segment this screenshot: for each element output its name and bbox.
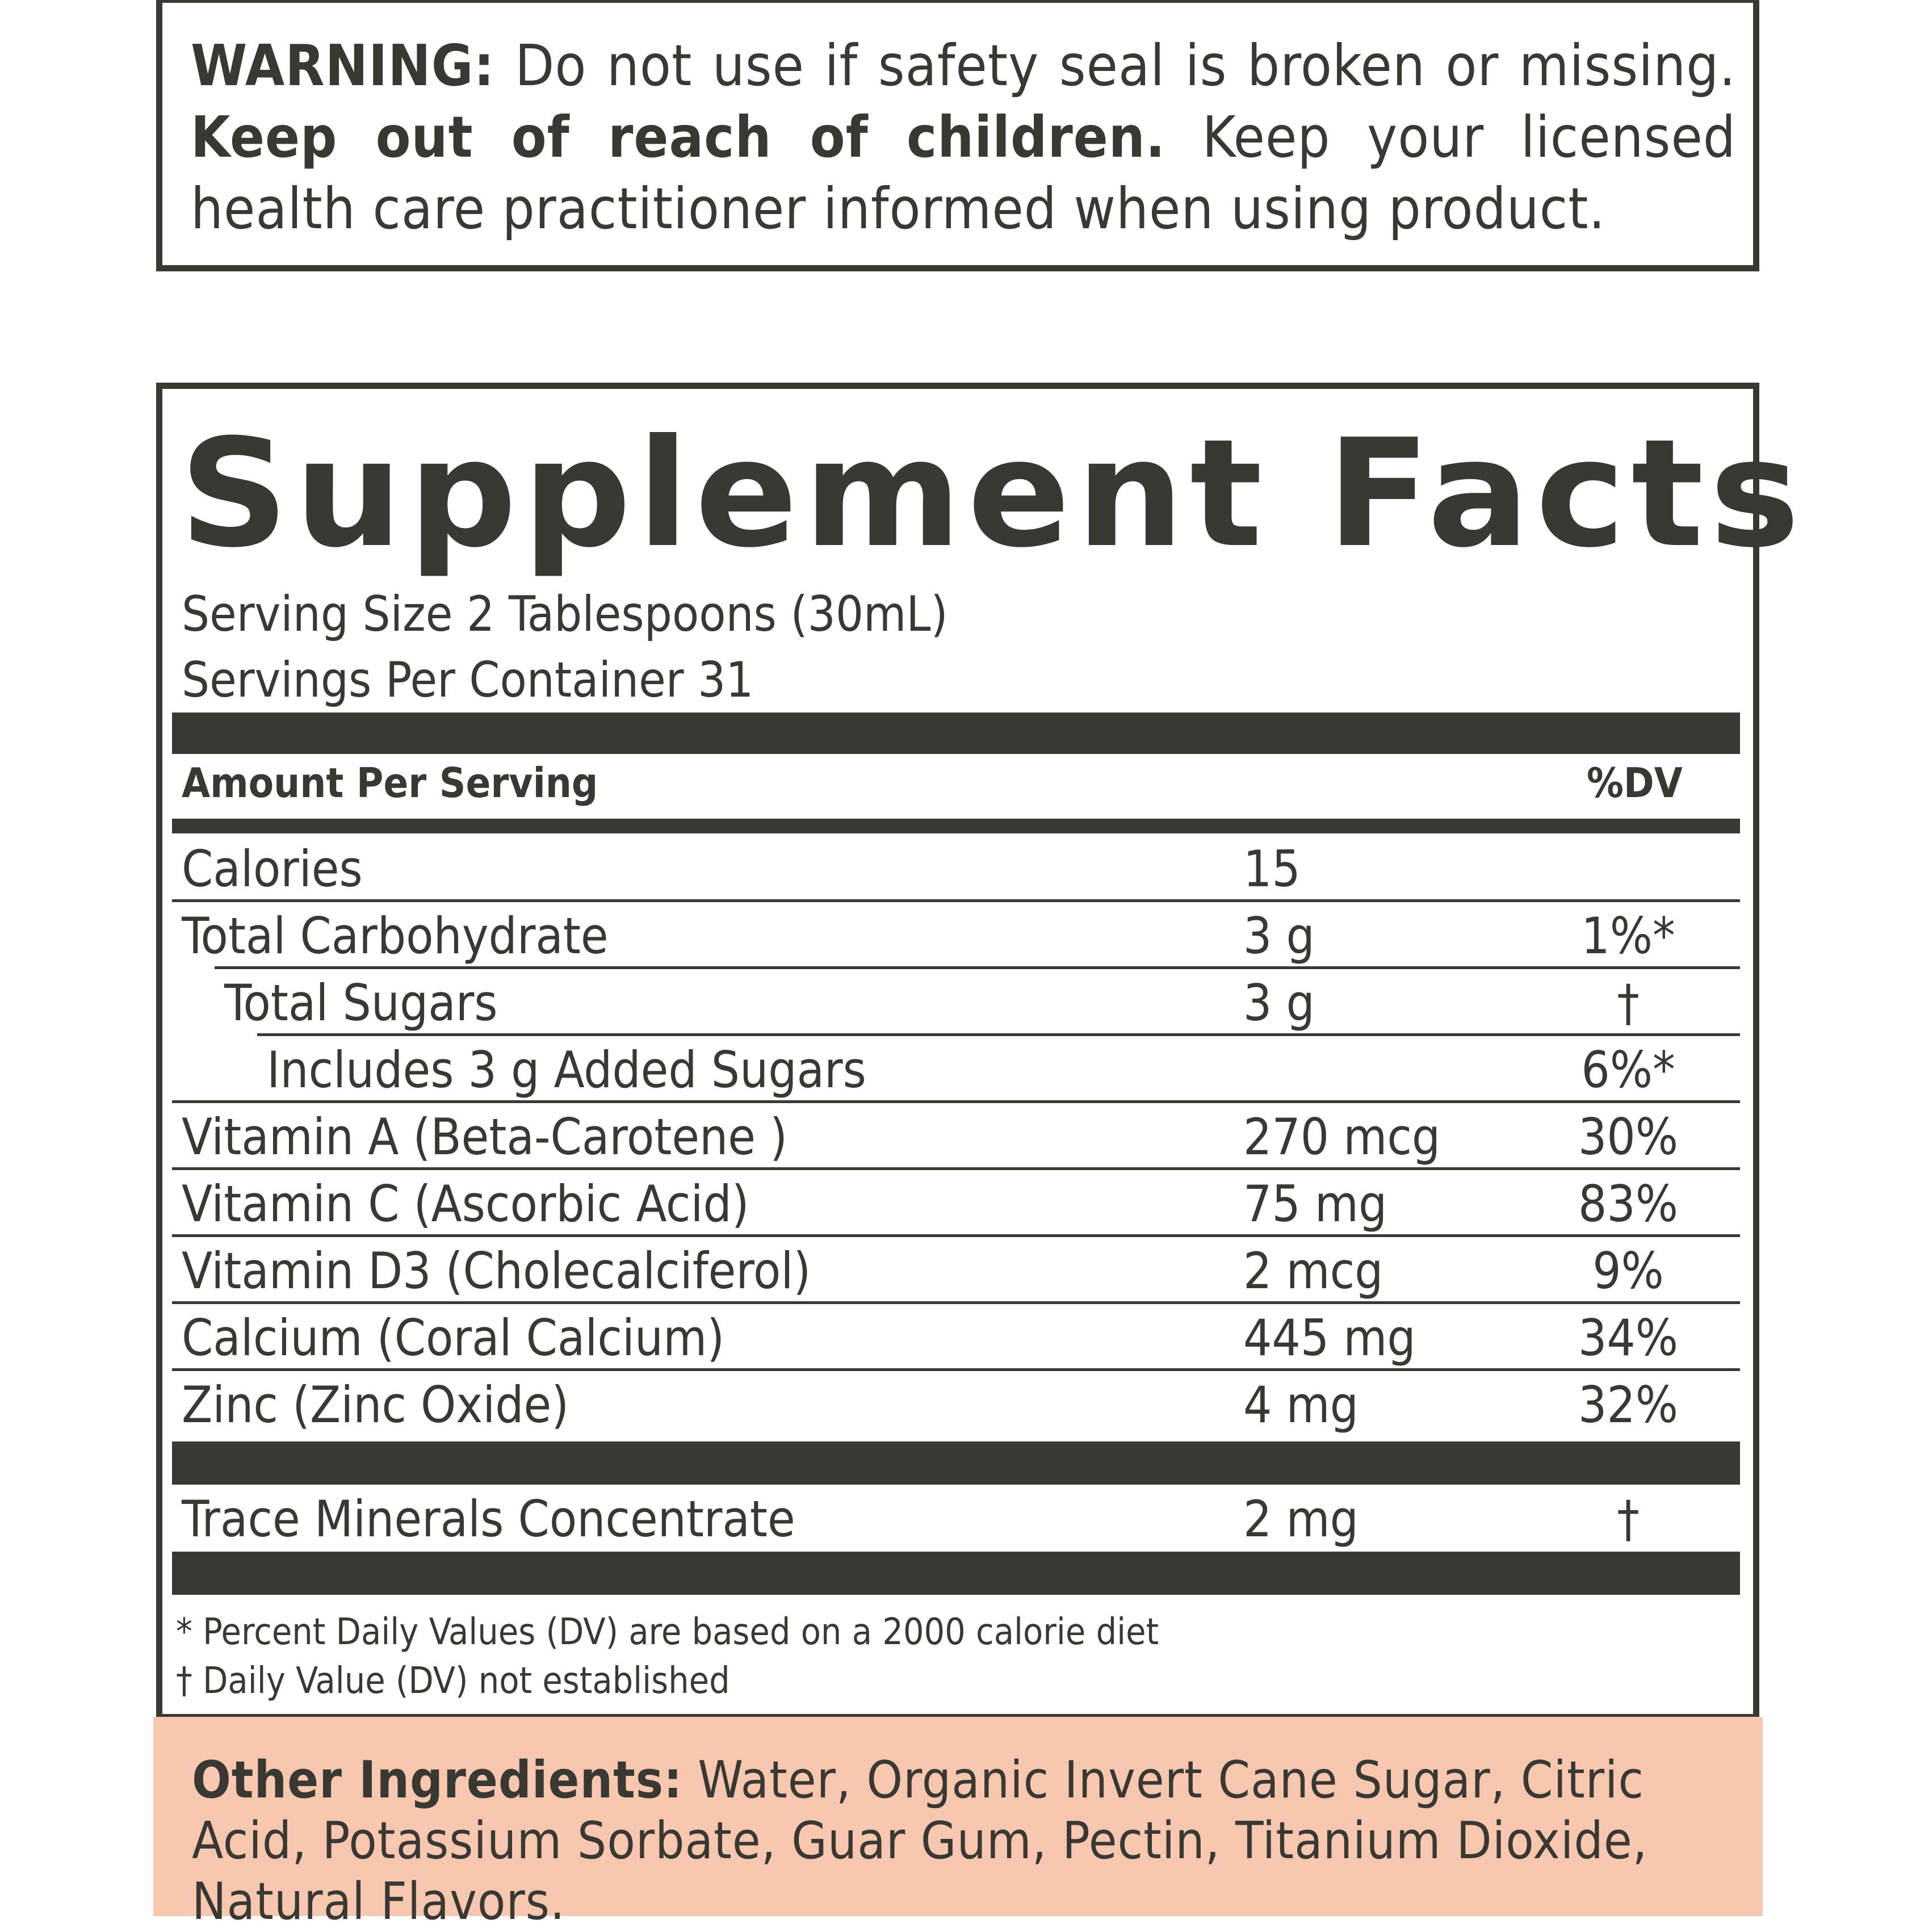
row-divider — [172, 1100, 1740, 1103]
footnote-dagger: † Daily Value (DV) not established — [176, 1660, 730, 1702]
nutrient-amount: 445 mg — [1243, 1309, 1416, 1367]
other-ingredients-text: Other Ingredients: Water, Organic Invert… — [192, 1750, 1725, 1932]
row-divider — [172, 1368, 1740, 1371]
nutrient-amount: 2 mg — [1243, 1490, 1359, 1548]
other-ingredients-list: Water, Organic Invert Cane Sugar, Citric… — [192, 1750, 1648, 1931]
supplement-facts-panel: Supplement Facts Serving Size 2 Tablespo… — [156, 383, 1800, 1720]
warning-children: Keep out of reach of children. — [191, 104, 1166, 170]
nutrient-name: Vitamin A (Beta-Carotene ) — [182, 1108, 788, 1166]
nutrient-amount: 75 mg — [1243, 1175, 1387, 1233]
nutrient-row: Vitamin D3 (Cholecalciferol) 2 mcg 9% — [172, 1237, 1740, 1304]
row-divider — [215, 966, 1740, 969]
nutrient-amount: 4 mg — [1243, 1376, 1359, 1434]
nutrient-name: Vitamin C (Ascorbic Acid) — [182, 1175, 749, 1233]
nutrient-dv: 30% — [1578, 1108, 1678, 1166]
nutrient-amount: 2 mcg — [1243, 1242, 1383, 1300]
nutrient-name: Calories — [182, 840, 363, 898]
warning-text-1: Do not use if safety seal is broken or m… — [494, 32, 1736, 99]
row-divider — [172, 1234, 1740, 1237]
nutrient-name: Zinc (Zinc Oxide) — [182, 1376, 569, 1434]
medium-divider — [172, 819, 1740, 833]
nutrient-row: Total Carbohydrate 3 g 1%* — [172, 902, 1740, 969]
row-divider — [257, 1033, 1740, 1036]
amount-header: Amount Per Serving — [182, 759, 598, 807]
nutrient-amount: 3 g — [1243, 974, 1315, 1032]
thick-divider — [172, 1552, 1740, 1595]
nutrient-amount: 3 g — [1243, 907, 1315, 965]
dv-header: %DV — [1587, 759, 1683, 807]
row-divider — [172, 1301, 1740, 1304]
serving-size: Serving Size 2 Tablespoons (30mL) — [182, 586, 948, 643]
nutrient-dv: 6%* — [1581, 1041, 1675, 1099]
nutrient-name: Includes 3 g Added Sugars — [267, 1041, 866, 1099]
warning-label: WARNING: — [191, 32, 495, 99]
nutrient-row: Calcium (Coral Calcium) 445 mg 34% — [172, 1304, 1740, 1371]
nutrient-dv: 1%* — [1581, 907, 1675, 965]
row-divider — [172, 899, 1740, 902]
thick-divider — [172, 713, 1740, 754]
thick-divider — [172, 1441, 1740, 1485]
nutrient-dv: † — [1617, 974, 1640, 1032]
nutrient-dv: † — [1617, 1490, 1640, 1548]
nutrient-name: Vitamin D3 (Cholecalciferol) — [182, 1242, 811, 1300]
nutrient-row: Includes 3 g Added Sugars 6%* — [172, 1036, 1740, 1103]
nutrient-dv: 83% — [1578, 1175, 1678, 1233]
nutrient-dv: 32% — [1578, 1376, 1678, 1434]
servings-per-container: Servings Per Container 31 — [182, 652, 754, 709]
other-ingredients-label: Other Ingredients: — [192, 1750, 683, 1810]
nutrient-row: Vitamin A (Beta-Carotene ) 270 mcg 30% — [172, 1103, 1740, 1170]
nutrient-name: Total Carbohydrate — [182, 907, 609, 965]
warning-text-2: Keep your licensed health care practitio… — [191, 104, 1736, 242]
nutrient-name: Trace Minerals Concentrate — [182, 1490, 795, 1548]
nutrient-row: Total Sugars 3 g † — [172, 969, 1740, 1036]
nutrient-dv: 9% — [1592, 1242, 1664, 1300]
nutrient-name: Total Sugars — [224, 974, 498, 1032]
nutrient-row: Zinc (Zinc Oxide) 4 mg 32% — [172, 1371, 1740, 1438]
warning-box: WARNING: Do not use if safety seal is br… — [156, 0, 1759, 271]
nutrient-amount: 270 mcg — [1243, 1108, 1441, 1166]
other-ingredients-section: Other Ingredients: Water, Organic Invert… — [153, 1717, 1763, 1931]
row-divider — [172, 1167, 1740, 1170]
nutrient-amount: 15 — [1243, 840, 1301, 898]
nutrient-dv: 34% — [1578, 1309, 1678, 1367]
nutrient-name: Calcium (Coral Calcium) — [182, 1309, 725, 1367]
nutrient-row: Calories 15 — [172, 835, 1740, 902]
footnote-dv: * Percent Daily Values (DV) are based on… — [176, 1611, 1159, 1653]
warning-text: WARNING: Do not use if safety seal is br… — [191, 30, 1736, 245]
nutrient-row: Vitamin C (Ascorbic Acid) 75 mg 83% — [172, 1170, 1740, 1237]
trace-row: Trace Minerals Concentrate 2 mg † — [172, 1485, 1740, 1552]
panel-title: Supplement Facts — [179, 407, 1806, 580]
